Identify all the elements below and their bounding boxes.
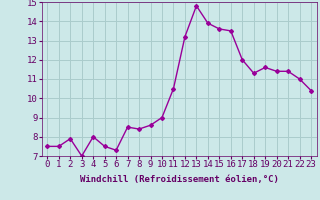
X-axis label: Windchill (Refroidissement éolien,°C): Windchill (Refroidissement éolien,°C) — [80, 175, 279, 184]
